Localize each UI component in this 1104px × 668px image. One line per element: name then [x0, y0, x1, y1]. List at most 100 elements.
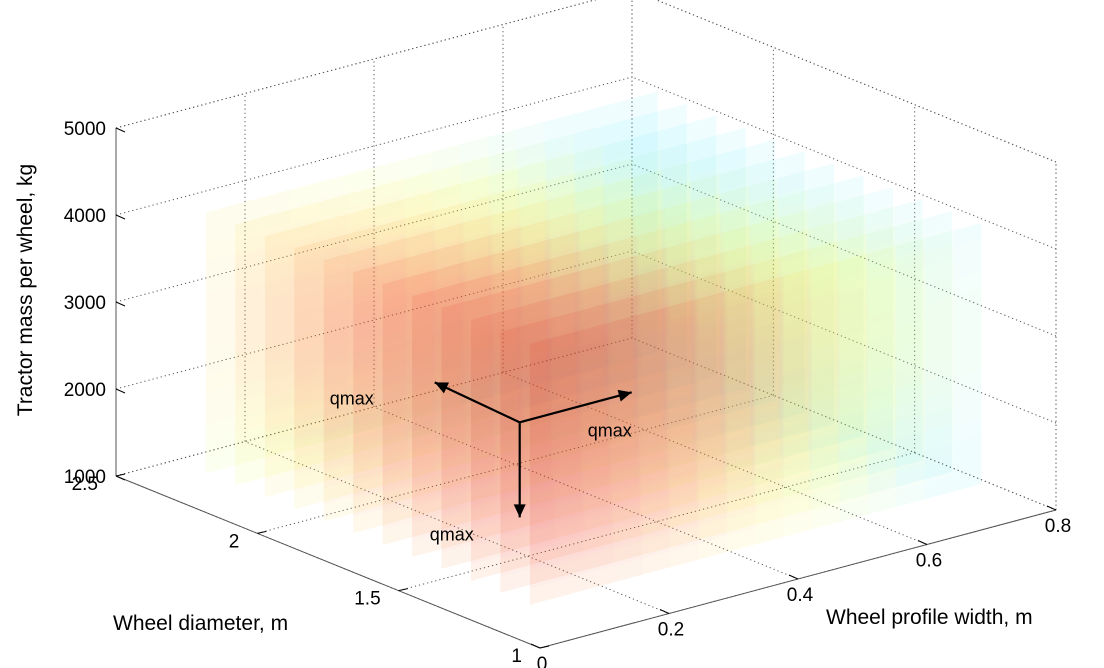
voxel [603, 219, 632, 244]
voxel [805, 212, 835, 237]
voxel [748, 273, 777, 297]
voxel [778, 386, 808, 410]
voxel [576, 312, 605, 336]
voxel [517, 288, 546, 312]
voxel [718, 310, 747, 334]
voxel [410, 399, 440, 424]
voxel [612, 519, 641, 544]
voxel [521, 314, 550, 338]
voxel [751, 233, 781, 258]
voxel [347, 362, 376, 387]
voxel [808, 316, 837, 341]
voxel [661, 224, 690, 248]
voxel [320, 422, 349, 447]
voxel [464, 214, 494, 239]
voxel [776, 396, 805, 420]
voxel [294, 354, 323, 379]
voxel [516, 268, 545, 293]
voxel [347, 248, 376, 273]
voxel [553, 364, 582, 389]
voxel [554, 498, 583, 523]
voxel [808, 251, 837, 276]
voxel [496, 510, 525, 535]
voxel [235, 428, 264, 453]
voxel [637, 326, 666, 350]
voxel [439, 277, 468, 302]
voxel [780, 340, 809, 365]
voxel [576, 214, 605, 238]
voxel [640, 267, 669, 291]
voxel [690, 382, 719, 407]
voxel [603, 317, 632, 342]
voxel [262, 303, 291, 328]
voxel [582, 344, 611, 369]
voxel [491, 432, 520, 457]
voxel [318, 305, 348, 329]
voxel [630, 176, 659, 201]
voxel [524, 470, 554, 495]
voxel [526, 457, 555, 482]
voxel [352, 440, 381, 465]
voxel [547, 381, 576, 406]
voxel [659, 269, 689, 294]
voxel [404, 302, 433, 326]
voxel [527, 313, 556, 338]
voxel [724, 309, 754, 334]
voxel [263, 405, 292, 429]
voxel [724, 293, 754, 318]
voxel [722, 238, 751, 262]
voxel [496, 461, 525, 486]
voxel [461, 221, 490, 246]
voxel [866, 223, 895, 247]
voxel [753, 383, 782, 408]
voxel [696, 349, 725, 374]
voxel [658, 217, 687, 242]
voxel [517, 320, 546, 345]
voxel [576, 246, 605, 271]
voxel [605, 340, 635, 365]
voxel [630, 241, 659, 266]
voxel [605, 275, 635, 299]
voxel [582, 311, 611, 336]
voxel [263, 225, 292, 250]
voxel [262, 434, 291, 459]
voxel [520, 327, 549, 351]
voxel [498, 383, 527, 407]
voxel [668, 324, 697, 349]
voxel [580, 240, 609, 264]
voxel [666, 334, 695, 359]
voxel [574, 175, 603, 199]
voxel [405, 337, 435, 362]
voxel [689, 314, 718, 339]
voxel [467, 286, 496, 311]
voxel [580, 419, 609, 444]
voxel [490, 364, 519, 388]
voxel [408, 295, 437, 320]
voxel [409, 461, 438, 486]
voxel [471, 328, 500, 353]
voxel [550, 293, 579, 318]
voxel [234, 327, 263, 352]
voxel [609, 268, 638, 293]
voxel [412, 402, 441, 427]
voxel [718, 195, 747, 220]
voxel [629, 91, 658, 116]
voxel [516, 317, 545, 342]
voxel [629, 336, 658, 361]
voxel [440, 329, 469, 354]
voxel [264, 277, 294, 302]
voxel [466, 479, 495, 503]
voxel [776, 347, 805, 371]
voxel [749, 194, 778, 219]
voxel [601, 148, 630, 172]
voxel [495, 393, 524, 417]
voxel [404, 334, 433, 359]
voxel [291, 315, 321, 340]
voxel [631, 310, 660, 334]
voxel [894, 297, 923, 321]
voxel [290, 214, 319, 239]
voxel [467, 302, 496, 327]
voxel [469, 407, 498, 431]
voxel [490, 168, 519, 193]
voxel [495, 311, 524, 336]
